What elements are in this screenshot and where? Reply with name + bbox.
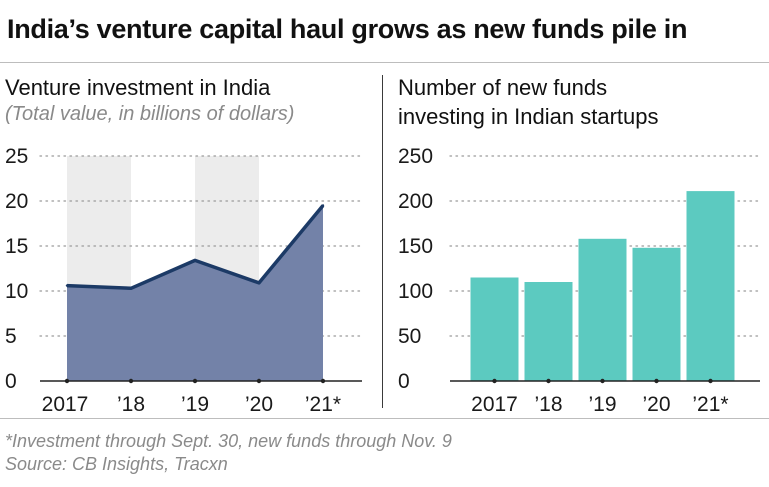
right-chart-title-line2: investing in Indian startups bbox=[398, 104, 659, 129]
left-x-label-4: ’21* bbox=[305, 393, 341, 416]
right-y-tick-1: 50 bbox=[398, 325, 421, 348]
right-y-tick-2: 100 bbox=[398, 280, 433, 303]
right-bar-3 bbox=[632, 247, 681, 381]
right-x-tick-dot-0 bbox=[492, 378, 497, 384]
right-x-label-2: ’19 bbox=[588, 393, 616, 416]
top-rule bbox=[0, 62, 769, 63]
right-y-tick-0: 0 bbox=[398, 370, 410, 393]
headline: India’s venture capital haul grows as ne… bbox=[7, 14, 688, 44]
right-x-tick-dot-3 bbox=[654, 378, 659, 384]
left-y-tick-1: 5 bbox=[5, 325, 17, 348]
right-x-label-1: ’18 bbox=[534, 393, 562, 416]
left-x-tick-dot-3 bbox=[256, 378, 262, 384]
right-x-label-4: ’21* bbox=[692, 393, 728, 416]
left-data-point-0 bbox=[65, 284, 69, 287]
source-note: Source: CB Insights, Tracxn bbox=[5, 454, 228, 474]
right-bar-2 bbox=[578, 238, 627, 381]
left-x-label-3: ’20 bbox=[245, 393, 273, 416]
left-x-label-2: ’19 bbox=[181, 393, 209, 416]
right-y-tick-4: 200 bbox=[398, 190, 433, 213]
left-area-fill bbox=[67, 205, 323, 381]
left-x-label-1: ’18 bbox=[117, 393, 145, 416]
left-y-tick-3: 15 bbox=[5, 235, 28, 258]
right-y-tick-5: 250 bbox=[398, 145, 433, 168]
right-bar-1 bbox=[524, 282, 573, 381]
left-data-point-4 bbox=[321, 204, 325, 207]
left-data-point-3 bbox=[257, 281, 261, 285]
right-bar-4 bbox=[686, 191, 735, 381]
right-x-label-3: ’20 bbox=[642, 393, 670, 416]
left-x-tick-dot-0 bbox=[64, 378, 70, 384]
left-y-tick-5: 25 bbox=[5, 145, 28, 168]
left-data-point-2 bbox=[193, 259, 197, 262]
left-x-tick-dot-1 bbox=[128, 378, 134, 384]
left-x-label-0: 2017 bbox=[42, 393, 89, 416]
left-x-tick-dot-4 bbox=[320, 378, 326, 384]
left-chart-title: Venture investment in India bbox=[5, 75, 271, 100]
right-y-tick-3: 150 bbox=[398, 235, 433, 258]
panel-divider bbox=[382, 75, 383, 408]
left-chart-subtitle: (Total value, in billions of dollars) bbox=[5, 103, 295, 125]
right-chart-title-line1: Number of new funds bbox=[398, 75, 608, 100]
footnote: *Investment through Sept. 30, new funds … bbox=[5, 431, 452, 451]
left-y-tick-0: 0 bbox=[5, 370, 17, 393]
bottom-rule bbox=[0, 418, 769, 419]
left-y-tick-2: 10 bbox=[5, 280, 28, 303]
footnote-block: *Investment through Sept. 30, new funds … bbox=[5, 430, 452, 476]
left-y-tick-4: 20 bbox=[5, 190, 28, 213]
left-data-point-1 bbox=[129, 287, 133, 290]
right-x-tick-dot-4 bbox=[708, 378, 713, 384]
right-x-tick-dot-1 bbox=[546, 378, 551, 384]
right-x-label-0: 2017 bbox=[471, 393, 518, 416]
right-bar-0 bbox=[470, 277, 519, 381]
right-x-tick-dot-2 bbox=[600, 378, 605, 384]
left-x-tick-dot-2 bbox=[192, 378, 198, 384]
